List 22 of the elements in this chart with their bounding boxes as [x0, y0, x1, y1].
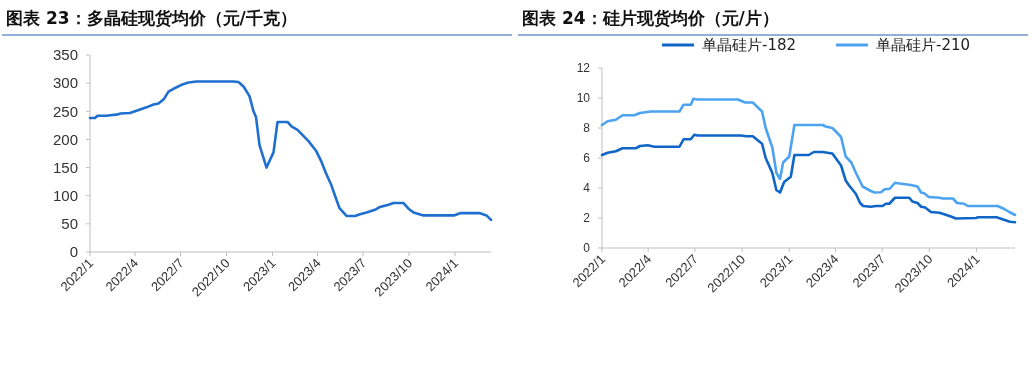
legend-label: 单晶硅片-182	[702, 36, 797, 54]
y-tick-label: 4	[583, 181, 591, 196]
y-tick-label: 8	[583, 121, 591, 136]
y-tick-label: 200	[52, 130, 78, 148]
y-tick-label: 0	[69, 243, 78, 261]
line-series	[600, 97, 1017, 217]
y-tick-label: 350	[52, 46, 78, 64]
y-tick-label: 100	[52, 186, 78, 204]
y-tick-label: 150	[52, 158, 78, 176]
legend-label: 单晶硅片-210	[876, 36, 971, 54]
y-tick-label: 2	[583, 211, 591, 226]
line-series	[600, 133, 1017, 224]
chart-title: 图表 23：多晶硅现货均价（元/千克）	[6, 8, 297, 28]
y-tick-label: 12	[576, 61, 591, 76]
y-tick-label: 50	[61, 215, 78, 233]
y-tick-label: 10	[576, 91, 591, 106]
chart-title: 图表 24：硅片现货均价（元/片）	[522, 8, 779, 28]
y-tick-label: 300	[52, 74, 78, 92]
y-tick-label: 0	[583, 241, 591, 256]
line-series	[88, 80, 493, 222]
y-tick-label: 6	[583, 151, 591, 166]
y-tick-label: 250	[52, 102, 78, 120]
